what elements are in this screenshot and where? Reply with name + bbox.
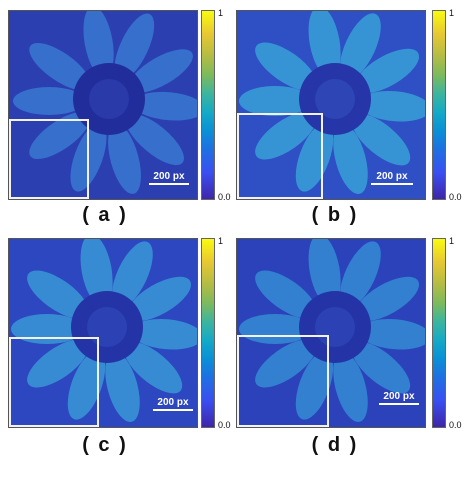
scale-bar-label-a: 200 px: [153, 171, 185, 182]
scale-bar-label-d: 200 px: [383, 391, 415, 402]
colorbar-a: [201, 10, 215, 200]
zoom-inset-a: [9, 119, 89, 199]
scale-bar-label-c: 200 px: [157, 397, 189, 408]
colorbar-min-c: 0.0: [218, 420, 231, 430]
sunflower-map-a: 200 px: [8, 10, 198, 200]
sunflower-map-b: 200 px: [236, 10, 426, 200]
sunflower-map-d: 200 px: [236, 238, 426, 428]
colorbar-min-a: 0.0: [218, 192, 231, 202]
colorbar-c: [201, 238, 215, 428]
panel-label-c: ( c ): [82, 434, 128, 456]
sunflower-image-a: [9, 11, 197, 199]
panel-label-d: ( d ): [311, 434, 359, 456]
colorbar-min-b: 0.0: [449, 192, 462, 202]
sunflower-image-d: [237, 239, 425, 427]
scale-bar-d: 200 px: [379, 391, 419, 405]
colorbar-max-d: 1: [449, 236, 455, 246]
colorbar-max-b: 1: [449, 8, 455, 18]
scale-bar-c: 200 px: [153, 397, 193, 411]
colorbar-max-c: 1: [218, 236, 224, 246]
zoom-inset-c: [9, 337, 99, 427]
panel-label-a: ( a ): [82, 204, 128, 226]
scale-bar-line-d: [379, 403, 419, 405]
zoom-inset-d: [237, 335, 329, 427]
scale-bar-a: 200 px: [149, 171, 189, 185]
colorbar-min-d: 0.0: [449, 420, 462, 430]
colorbar-max-a: 1: [218, 8, 224, 18]
sunflower-map-c: 200 px: [8, 238, 198, 428]
scale-bar-b: 200 px: [371, 171, 413, 185]
scale-bar-line-a: [149, 183, 189, 185]
panel-label-b: ( b ): [311, 204, 359, 226]
zoom-inset-b: [237, 113, 323, 199]
sunflower-image-b: [237, 11, 425, 199]
scale-bar-line-b: [371, 183, 413, 185]
scale-bar-line-c: [153, 409, 193, 411]
scale-bar-label-b: 200 px: [376, 171, 408, 182]
colorbar-d: [432, 238, 446, 428]
colorbar-b: [432, 10, 446, 200]
